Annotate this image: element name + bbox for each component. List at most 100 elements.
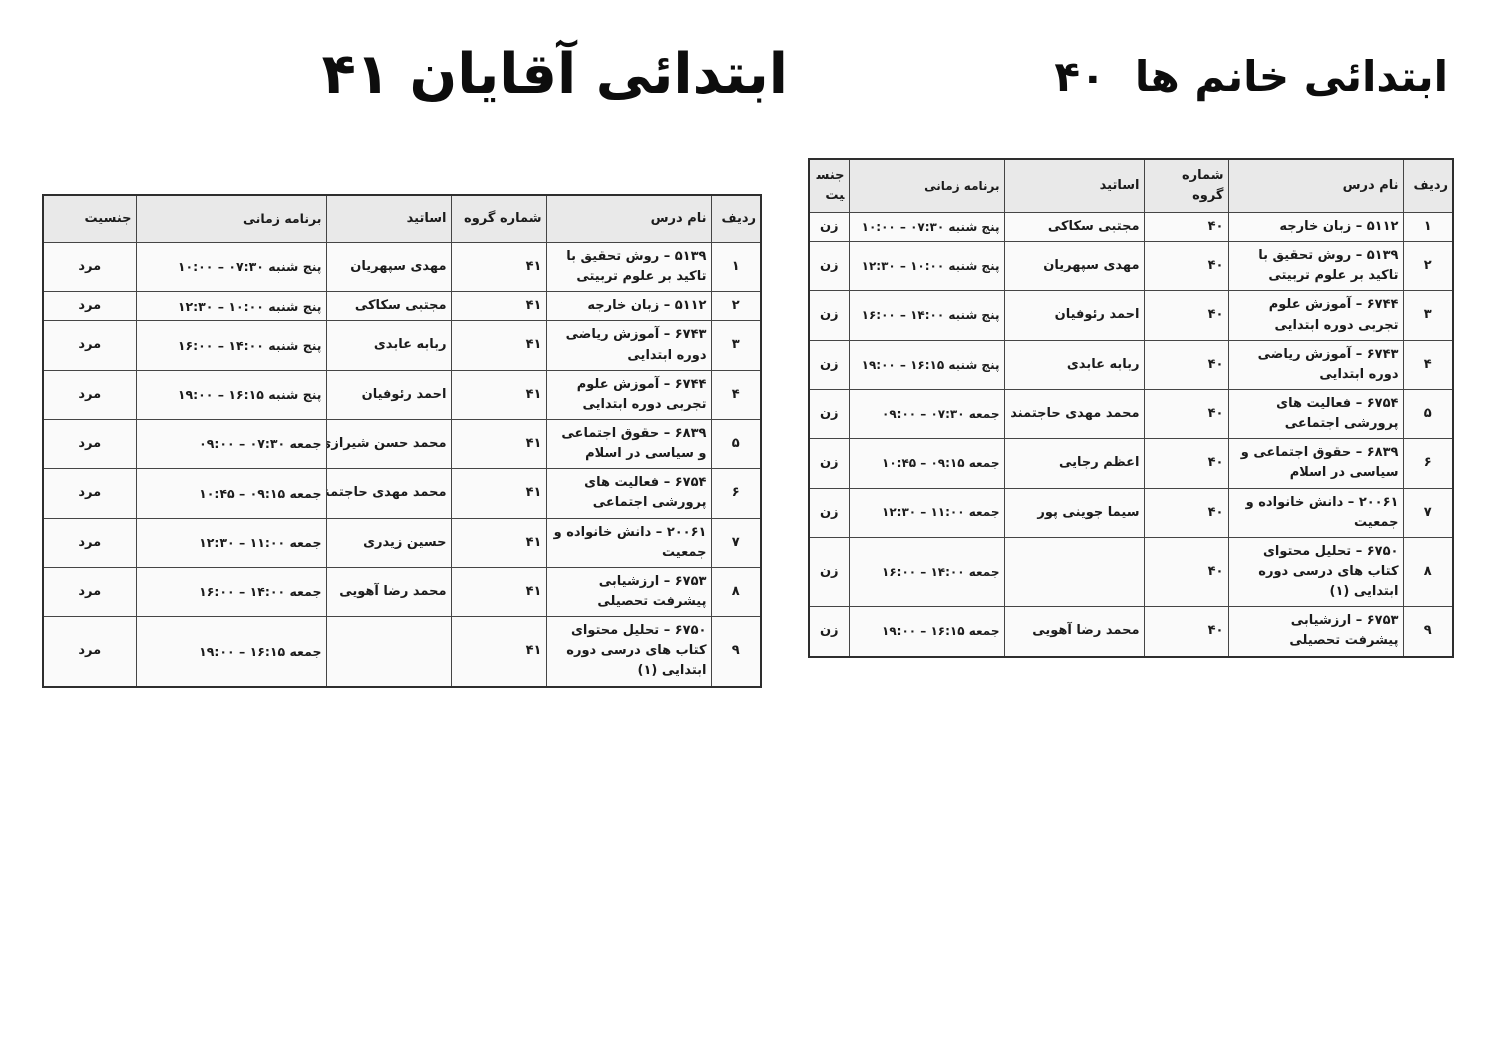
cell-course: ۵۱۱۲ – زبان خارجه	[1227, 211, 1404, 243]
table-row: ۶ ۶۸۳۹ – حقوق اجتماعی و سیاسی در اسلام ۴۰ ا…	[808, 438, 1454, 489]
cell-group: ۴۰	[1143, 290, 1229, 341]
table-row: ۱ ۵۱۳۹ – روش تحقیق با تاکید بر علوم تربیت…	[42, 241, 762, 293]
table-row: ۵ ۶۷۵۴ – فعالیت های پرورشی اجتماعی ۴۰ محمد …	[808, 388, 1454, 440]
cell-instructor: محمد رضا آهویی	[325, 566, 452, 618]
table-row: ۴ ۶۷۴۳ – آموزش ریاضی دوره ابتدایی ۴۰ ربابه …	[808, 339, 1454, 390]
cell-gender: مرد	[42, 517, 137, 568]
cell-course: ۶۸۳۹ – حقوق اجتماعی و سیاسی در اسلام	[545, 418, 712, 470]
cell-gender: زن	[808, 290, 850, 341]
cell-instructor: مهدی سپهریان	[325, 241, 452, 293]
cell-course: ۶۷۴۴ – آموزش علوم تجربی دوره ابتدایی	[545, 369, 712, 420]
cell-row_no: ۸	[1402, 536, 1454, 608]
cell-instructor	[1003, 536, 1145, 608]
cell-row_no: ۲	[1402, 241, 1454, 292]
cell-gender: مرد	[42, 369, 137, 420]
cell-course: ۵۱۳۹ – روش تحقیق با تاکید بر علوم تربیتی	[1227, 241, 1404, 292]
cell-group: ۴۰	[1143, 438, 1229, 489]
cell-gender: زن	[808, 536, 850, 608]
cell-group: ۴۰	[1143, 606, 1229, 658]
header-row: ردیف نام درس شماره گروه اساتید برنامه زمانی ج…	[42, 194, 762, 243]
cell-course: ۵۱۳۹ – روش تحقیق با تاکید بر علوم تربیتی	[545, 241, 712, 293]
cell-instructor: احمد رئوفیان	[325, 369, 452, 420]
table-row: ۵ ۶۸۳۹ – حقوق اجتماعی و سیاسی در اسلام ۴۱ م…	[42, 418, 762, 470]
table-row: ۲ ۵۱۱۲ – زبان خارجه ۴۱ مجتبی سکاکی پنج شنبه …	[42, 291, 762, 322]
cell-row_no: ۶	[710, 468, 762, 519]
women-table-title: ابتدائی خانم ها ۴۰	[1054, 52, 1448, 101]
cell-course: ۶۷۵۰ – تحلیل محتوای کتاب های درسی دوره ا…	[1227, 536, 1404, 608]
cell-course: ۶۷۵۳ – ارزشیابی پیشرفت تحصیلی	[1227, 606, 1404, 658]
cell-gender: مرد	[42, 616, 137, 688]
cell-instructor: حسین زیدری	[325, 517, 452, 568]
table-row: ۳ ۶۷۴۴ – آموزش علوم تجربی دوره ابتدایی ۴۰ ا…	[808, 290, 1454, 341]
cell-gender: زن	[808, 487, 850, 538]
cell-instructor: محمد حسن شیرازی	[325, 418, 452, 470]
cell-row_no: ۳	[1402, 290, 1454, 341]
cell-row_no: ۹	[1402, 606, 1454, 658]
cell-group: ۴۱	[450, 241, 547, 293]
cell-row_no: ۷	[1402, 487, 1454, 538]
cell-gender: مرد	[42, 291, 137, 322]
cell-schedule: جمعه ۱۴:۰۰ – ۱۶:۰۰	[848, 536, 1005, 608]
cell-row_no: ۵	[710, 418, 762, 470]
table-row: ۷ ۲۰۰۶۱ – دانش خانواده و جمعیت ۴۱ حسین زیدر…	[42, 517, 762, 568]
column-header-instructor: اساتید	[1003, 158, 1145, 213]
cell-gender: زن	[808, 438, 850, 489]
cell-row_no: ۱	[1402, 211, 1454, 243]
cell-gender: مرد	[42, 566, 137, 618]
cell-instructor: محمد رضا آهویی	[1003, 606, 1145, 658]
cell-schedule: پنج شنبه ۰۷:۳۰ – ۱۰:۰۰	[135, 241, 327, 293]
cell-instructor: مجتبی سکاکی	[325, 291, 452, 322]
table-row: ۲ ۵۱۳۹ – روش تحقیق با تاکید بر علوم تربیت…	[808, 241, 1454, 292]
men-schedule-table: ردیف نام درس شماره گروه اساتید برنامه زمانی ج…	[42, 194, 762, 688]
cell-group: ۴۱	[450, 320, 547, 371]
cell-course: ۶۷۵۴ – فعالیت های پرورشی اجتماعی	[545, 468, 712, 519]
cell-course: ۶۷۵۴ – فعالیت های پرورشی اجتماعی	[1227, 388, 1404, 440]
cell-row_no: ۲	[710, 291, 762, 322]
column-header-course: نام درس	[545, 194, 712, 243]
cell-schedule: پنج شنبه ۱۰:۰۰ – ۱۲:۳۰	[848, 241, 1005, 292]
cell-group: ۴۱	[450, 418, 547, 470]
cell-group: ۴۱	[450, 369, 547, 420]
table-row: ۷ ۲۰۰۶۱ – دانش خانواده و جمعیت ۴۰ سیما جوین…	[808, 487, 1454, 538]
cell-instructor: سیما جوینی پور	[1003, 487, 1145, 538]
cell-schedule: جمعه ۰۹:۱۵ – ۱۰:۴۵	[848, 438, 1005, 489]
cell-instructor: مهدی سپهریان	[1003, 241, 1145, 292]
table-row: ۳ ۶۷۴۳ – آموزش ریاضی دوره ابتدایی ۴۱ ربابه …	[42, 320, 762, 371]
table-row: ۸ ۶۷۵۳ – ارزشیابی پیشرفت تحصیلی ۴۱ محمد رضا…	[42, 566, 762, 618]
cell-row_no: ۱	[710, 241, 762, 293]
column-header-gender: جنسیت	[808, 158, 850, 213]
cell-course: ۲۰۰۶۱ – دانش خانواده و جمعیت	[545, 517, 712, 568]
cell-schedule: پنج شنبه ۱۶:۱۵ – ۱۹:۰۰	[135, 369, 327, 420]
cell-instructor: محمد مهدی حاجتمند	[325, 468, 452, 519]
table-row: ۹ ۶۷۵۳ – ارزشیابی پیشرفت تحصیلی ۴۰ محمد رضا…	[808, 606, 1454, 658]
cell-schedule: جمعه ۱۶:۱۵ – ۱۹:۰۰	[135, 616, 327, 688]
column-header-schedule: برنامه زمانی	[135, 194, 327, 243]
cell-group: ۴۰	[1143, 388, 1229, 440]
cell-course: ۶۷۵۳ – ارزشیابی پیشرفت تحصیلی	[545, 566, 712, 618]
column-header-row_no: ردیف	[1402, 158, 1454, 213]
cell-gender: زن	[808, 606, 850, 658]
cell-schedule: جمعه ۱۱:۰۰ – ۱۲:۳۰	[848, 487, 1005, 538]
cell-group: ۴۱	[450, 291, 547, 322]
cell-schedule: پنج شنبه ۱۶:۱۵ – ۱۹:۰۰	[848, 339, 1005, 390]
column-header-row_no: ردیف	[710, 194, 762, 243]
cell-group: ۴۱	[450, 468, 547, 519]
table-row: ۸ ۶۷۵۰ – تحلیل محتوای کتاب های درسی دوره …	[808, 536, 1454, 608]
table-row: ۱ ۵۱۱۲ – زبان خارجه ۴۰ مجتبی سکاکی پنج شنبه …	[808, 211, 1454, 243]
cell-gender: مرد	[42, 418, 137, 470]
cell-schedule: جمعه ۰۷:۳۰ – ۰۹:۰۰	[135, 418, 327, 470]
column-header-course: نام درس	[1227, 158, 1404, 213]
cell-instructor: مجتبی سکاکی	[1003, 211, 1145, 243]
cell-course: ۲۰۰۶۱ – دانش خانواده و جمعیت	[1227, 487, 1404, 538]
cell-row_no: ۴	[1402, 339, 1454, 390]
cell-schedule: پنج شنبه ۱۴:۰۰ – ۱۶:۰۰	[848, 290, 1005, 341]
cell-course: ۶۷۴۳ – آموزش ریاضی دوره ابتدایی	[545, 320, 712, 371]
table-row: ۴ ۶۷۴۴ – آموزش علوم تجربی دوره ابتدایی ۴۱ ا…	[42, 369, 762, 420]
cell-group: ۴۰	[1143, 339, 1229, 390]
cell-schedule: جمعه ۱۴:۰۰ – ۱۶:۰۰	[135, 566, 327, 618]
cell-schedule: پنج شنبه ۰۷:۳۰ – ۱۰:۰۰	[848, 211, 1005, 243]
cell-group: ۴۰	[1143, 536, 1229, 608]
cell-group: ۴۱	[450, 566, 547, 618]
cell-gender: مرد	[42, 241, 137, 293]
